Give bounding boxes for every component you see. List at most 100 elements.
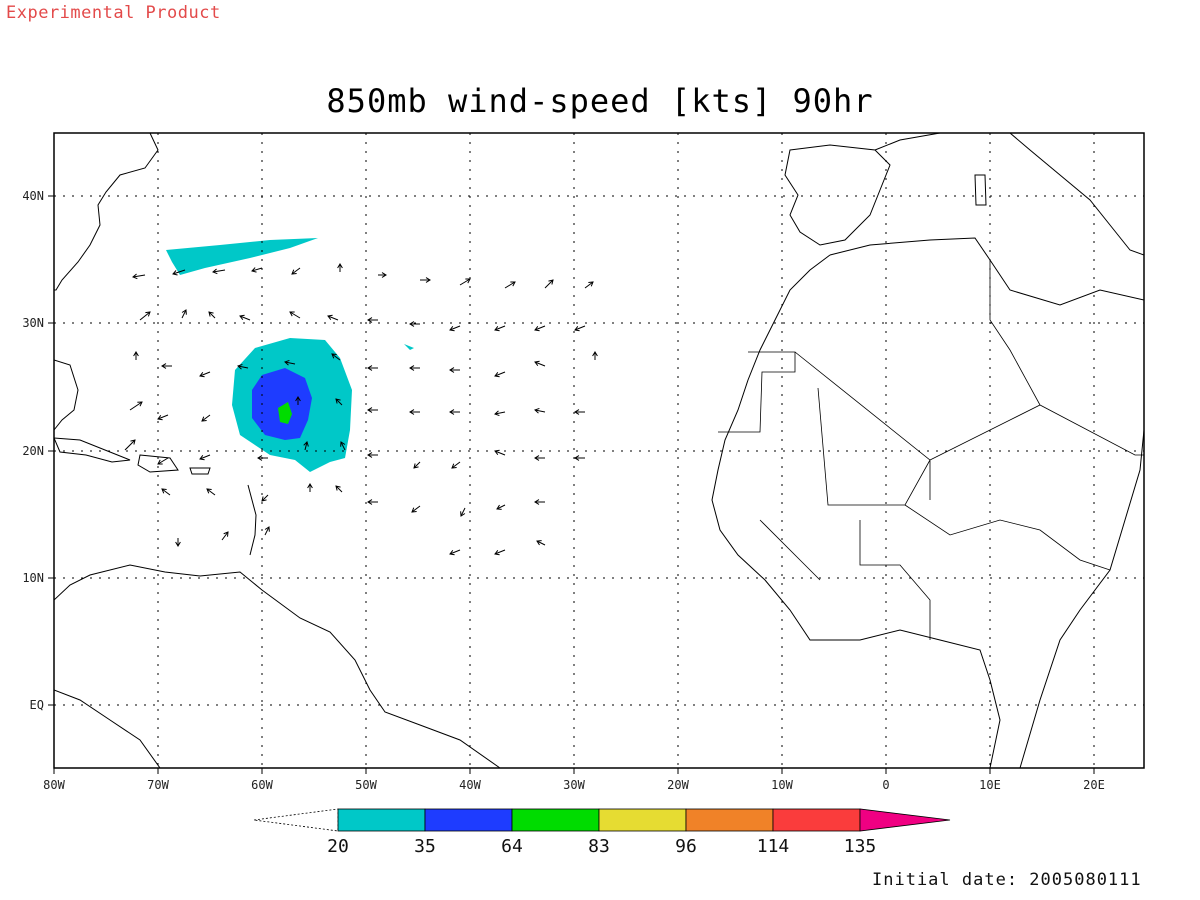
lon-tick-label: 20W (667, 778, 689, 792)
wind-vectors (124, 263, 598, 556)
wind-arrow-head (534, 360, 540, 367)
wind-arrow-head (212, 268, 218, 275)
lat-tick-label: 30N (22, 316, 44, 330)
wind-arrow-head (161, 363, 167, 369)
wind-arrow-head (132, 273, 138, 280)
cuba-coastline (54, 437, 131, 463)
axis-ticks (48, 195, 1095, 774)
wind-arrow-head (157, 414, 163, 421)
lon-tick-label: 30W (563, 778, 585, 792)
wind-arrow-head (411, 507, 417, 513)
wind-arrow-shaft (199, 454, 211, 460)
wind-arrow-shaft (251, 267, 263, 272)
colorbar-label: 135 (844, 836, 877, 857)
wind-arrow-shaft (449, 325, 461, 331)
wind-arrow-head (574, 409, 580, 415)
wind-arrow-head (237, 363, 243, 370)
lesser-antilles (247, 484, 257, 556)
wind-arrow-head (496, 504, 502, 510)
wind-arrow-head (588, 281, 594, 287)
colorbar-label: 20 (327, 836, 349, 857)
wind-arrow-shaft (289, 311, 301, 319)
lat-lon-grid (54, 133, 1144, 768)
wind-arrow-shaft (534, 409, 546, 413)
wind-arrow-head (409, 409, 415, 415)
wind-arrow-shaft (139, 311, 151, 321)
wind-arrow-head (327, 314, 333, 321)
wind-arrow-shaft (413, 461, 421, 469)
wind-arrow-head (335, 398, 341, 404)
wind-arrow-head (239, 314, 245, 321)
lon-tick-label: 60W (251, 778, 273, 792)
lon-tick-labels: 80W 70W 60W 50W 40W 30W 20W 10W 0 10E 20… (43, 778, 1105, 792)
lon-tick-label: 70W (147, 778, 169, 792)
lon-tick-label: 40W (459, 778, 481, 792)
wind-arrow-head (295, 396, 301, 402)
wind-arrow-head (449, 549, 455, 556)
colorbar-bin-35-64 (424, 808, 513, 832)
wind-arrow-head (494, 549, 500, 556)
colorbar-label: 83 (588, 836, 610, 857)
puerto-rico-coastline (189, 467, 211, 475)
lat-tick-labels: 40N 30N 20N 10N EQ (22, 189, 44, 712)
wind-arrow-shaft (157, 457, 169, 465)
wind-arrow-shaft (291, 267, 301, 275)
wind-arrow-head (261, 496, 267, 502)
wind-arrow-shaft (304, 441, 308, 451)
wind-arrow-shaft (199, 371, 211, 377)
wind-arrow-head (367, 452, 373, 458)
wind-arrow-shaft (451, 461, 461, 469)
wind-arrow-shaft (544, 279, 554, 289)
wind-arrow-head (257, 455, 263, 461)
wind-arrow-shaft (129, 401, 143, 411)
wind-arrow-shaft (237, 365, 249, 369)
wind-arrow-shaft (449, 549, 461, 555)
wind-arrow-shaft (212, 269, 226, 273)
wind-arrow-shaft (264, 526, 270, 536)
wind-arrow-head (494, 371, 500, 378)
colorbar-bin-114-135 (772, 808, 861, 832)
wind-arrow-head (331, 353, 337, 359)
colorbar: 20 35 64 83 96 114 135 (253, 808, 951, 857)
wind-arrow-head (340, 441, 346, 447)
wind-arrow-head (223, 531, 229, 537)
central-america-coastline (54, 689, 161, 768)
wind-arrow-head (367, 317, 373, 323)
lat-tick-label: 10N (22, 571, 44, 585)
wind-arrow-shaft (494, 411, 506, 415)
wind-arrow-head (534, 499, 540, 505)
wind-area-35-64 (252, 368, 312, 440)
wind-arrow-shaft (172, 269, 186, 275)
wind-arrow-head (172, 270, 178, 276)
colorbar-bin-64-83 (511, 808, 600, 832)
wind-area-20-35-small (404, 344, 414, 350)
wind-arrow-head (574, 325, 580, 332)
sardinia-coastline (974, 174, 987, 206)
lat-tick-label: 40N (22, 189, 44, 203)
lat-tick-label: 20N (22, 444, 44, 458)
wind-arrow-shaft (584, 281, 594, 289)
wind-speed-shading (166, 238, 414, 472)
wind-arrow-head (199, 371, 205, 378)
map-title: 850mb wind-speed [kts] 90hr (326, 82, 874, 120)
wind-arrow-head (208, 311, 214, 317)
wind-arrow-head (367, 499, 373, 505)
wind-arrow-head (449, 367, 455, 373)
colorbar-label: 96 (675, 836, 697, 857)
wind-arrow-shaft (157, 414, 169, 420)
wind-arrow-head (335, 485, 341, 491)
wind-arrow-head (449, 409, 455, 415)
wind-arrow-shaft (496, 504, 506, 510)
wind-arrow-shaft (206, 488, 216, 496)
wind-arrow-shaft (284, 361, 296, 365)
wind-arrow-head (536, 540, 542, 546)
wind-arrow-head (534, 325, 540, 332)
lon-tick-label: 10E (979, 778, 1001, 792)
wind-arrow-head (199, 454, 205, 461)
wind-arrow-shaft (459, 278, 471, 286)
coastlines (54, 133, 1144, 768)
africa-borders (718, 260, 1144, 640)
wind-arrow-shaft (494, 549, 506, 555)
wind-arrow-shaft (261, 494, 269, 502)
